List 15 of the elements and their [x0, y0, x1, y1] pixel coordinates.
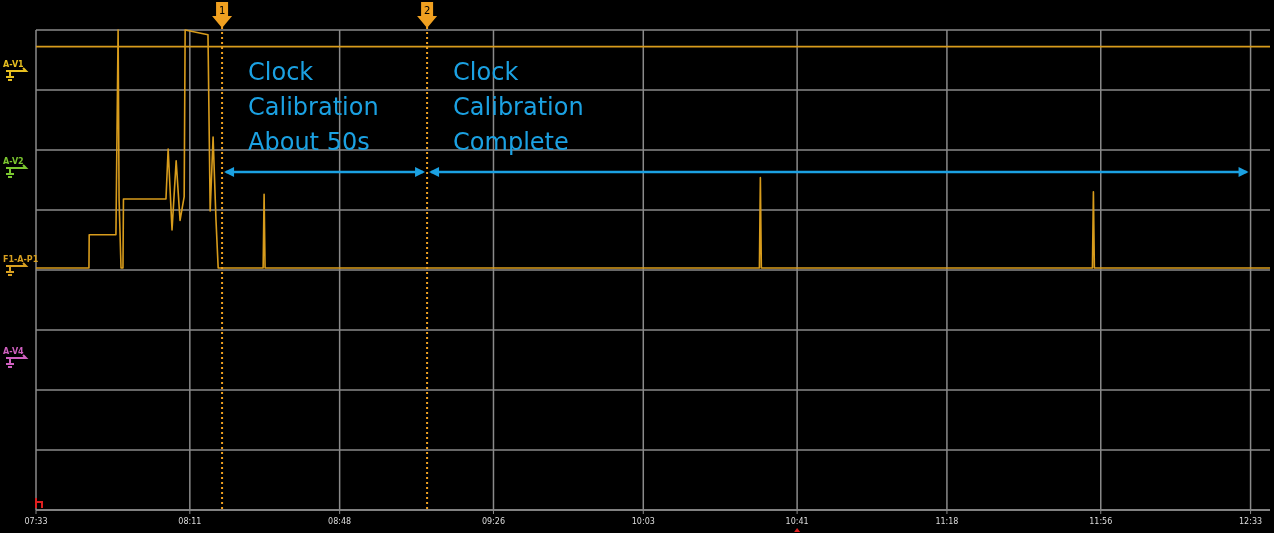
x-tick-label: 09:26	[481, 517, 506, 526]
x-tick-label: 11:18	[935, 517, 959, 526]
x-tick-label: 07:33	[24, 517, 48, 526]
x-tick-label: 10:03	[631, 517, 655, 526]
x-tick-label: 08:11	[178, 517, 202, 526]
x-tick-label: 08:48	[328, 517, 352, 526]
x-tick-label: 12:33	[1239, 517, 1263, 526]
x-tick-label: 10:41	[785, 517, 809, 526]
text: A-V2	[3, 157, 24, 166]
text: 2	[423, 5, 431, 16]
annotation: F1-A-P1	[3, 255, 39, 264]
text: A-V1	[3, 60, 25, 69]
text: A-V4	[3, 347, 25, 356]
x-tick-label: 11:56	[1089, 517, 1113, 526]
text: 1	[218, 5, 226, 16]
